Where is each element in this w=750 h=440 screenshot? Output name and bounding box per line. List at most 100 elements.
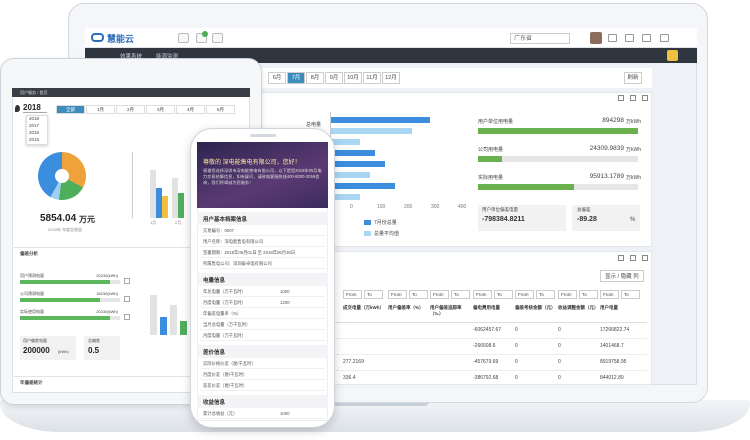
- year-option[interactable]: 2015: [29, 137, 40, 142]
- filter-from[interactable]: From: [343, 290, 362, 299]
- month-tab[interactable]: 1月: [86, 105, 115, 114]
- table-cell: 8919758.95: [600, 359, 627, 365]
- header-icon: [642, 34, 651, 42]
- filter-from[interactable]: From: [558, 290, 577, 299]
- logo-icon: [91, 33, 104, 42]
- month-tab[interactable]: 6月: [268, 72, 286, 84]
- legend-label: 总量平均值: [374, 231, 400, 237]
- header-icon: [625, 34, 634, 42]
- toggle-columns[interactable]: 显示 / 隐藏 列: [600, 270, 644, 282]
- metric-value: 24309.9839: [589, 145, 624, 152]
- table-cell: 277.2169: [343, 359, 364, 365]
- bar-label: 1月: [150, 220, 157, 225]
- filter-to[interactable]: To: [409, 290, 428, 299]
- year-option[interactable]: 2016: [29, 130, 40, 135]
- metric-fill: [478, 128, 638, 134]
- chart-tick: 200: [404, 204, 413, 210]
- filter-to[interactable]: To: [579, 290, 598, 299]
- bar: [150, 170, 156, 218]
- month-tab[interactable]: 12月: [382, 72, 400, 84]
- table-cell: 336.4: [343, 375, 356, 381]
- filter-from[interactable]: From: [600, 290, 619, 299]
- month-tab[interactable]: 10月: [344, 72, 362, 84]
- year-option[interactable]: 2017: [29, 123, 40, 128]
- filter-from[interactable]: From: [388, 290, 407, 299]
- panel-icon: [642, 255, 648, 261]
- row-rule: [200, 257, 325, 258]
- row-rule: [200, 390, 325, 391]
- year-select[interactable]: 2018: [23, 103, 47, 113]
- month-tab[interactable]: 2月: [116, 105, 145, 114]
- month-tab[interactable]: 全部: [56, 105, 85, 114]
- nav-tab[interactable]: 能源监测: [156, 54, 179, 60]
- table-cell: -266608.6: [473, 343, 496, 349]
- row-value: 1000: [280, 289, 290, 294]
- bar: [178, 193, 184, 218]
- row-rule: [200, 235, 325, 236]
- row-label: 年偏差电量率（%）: [203, 311, 242, 316]
- chart-tick: 0: [350, 204, 353, 210]
- row-label: 所属售电公司：深圳泰卓电有限公司: [203, 261, 272, 266]
- row-label: 签署期限：2018年05月01日 至 2018年06月30日: [203, 250, 296, 255]
- row-rule: [200, 268, 325, 269]
- laptop-notch: [320, 400, 430, 406]
- month-tab[interactable]: 8月: [306, 72, 324, 84]
- bar: [172, 178, 178, 218]
- chart-bar: [330, 139, 360, 145]
- month-tab[interactable]: 5月: [206, 105, 235, 114]
- section-title: 年偏差统计: [20, 380, 43, 385]
- nav-tab[interactable]: 效果系统: [120, 54, 143, 60]
- row-rule: [262, 354, 647, 355]
- table-cell: 0: [558, 375, 561, 381]
- progress-value: 18230(kWh): [96, 291, 118, 296]
- progress-label: 公司预测电量: [20, 291, 44, 296]
- row-label: 实际价格价差（厘/千瓦时）: [203, 361, 256, 366]
- month-tab[interactable]: 9月: [325, 72, 343, 84]
- table-cell: 0: [515, 375, 518, 381]
- metric-track: [478, 156, 638, 162]
- row-label: 差差价差（厘/千瓦时）: [203, 383, 248, 388]
- total-unit: %: [630, 217, 636, 223]
- table-header: 偏差考核金额（元）: [515, 305, 556, 310]
- month-tab[interactable]: 4月: [176, 105, 205, 114]
- deviation-box: [478, 205, 566, 231]
- bar: [156, 188, 162, 218]
- section-bg: [197, 273, 328, 286]
- month-tab[interactable]: 7月: [287, 72, 305, 84]
- progress-label: 实际使用电量: [20, 309, 44, 314]
- filter-to[interactable]: To: [494, 290, 513, 299]
- filter-to[interactable]: To: [621, 290, 640, 299]
- chart-bar: [330, 128, 412, 134]
- row-rule: [262, 386, 647, 387]
- section-title: 电量信息: [203, 278, 226, 284]
- metric-fill: [478, 184, 574, 190]
- month-tab[interactable]: 11月: [363, 72, 381, 84]
- table-cell: 0: [515, 359, 518, 365]
- year-option[interactable]: 2018: [29, 116, 40, 121]
- bar-axis: [132, 152, 133, 218]
- section-title: 收益信息: [203, 400, 226, 406]
- filter-from[interactable]: From: [430, 290, 449, 299]
- row-rule: [262, 370, 647, 371]
- legend-swatch: [364, 220, 371, 225]
- region-select[interactable]: 广东省: [510, 33, 570, 44]
- table-header: 用户偏差率（%）: [388, 305, 424, 310]
- metric-label: 公司用电量: [478, 147, 504, 153]
- filter-to[interactable]: To: [451, 290, 470, 299]
- filter-from[interactable]: From: [515, 290, 534, 299]
- refresh-button[interactable]: 刷新: [624, 72, 642, 84]
- filter-from[interactable]: From: [473, 290, 492, 299]
- avatar: [590, 32, 602, 44]
- progress-fill: [20, 280, 110, 284]
- progress-label: 用户预测电量: [20, 273, 44, 278]
- section-bg: [197, 395, 328, 408]
- metric-value: 95913.1789: [589, 173, 624, 180]
- table-cell: 1401468.7: [600, 343, 624, 349]
- filter-to[interactable]: To: [364, 290, 383, 299]
- tablet-topbar: [12, 88, 250, 97]
- table-cell: 0: [558, 343, 561, 349]
- filter-to[interactable]: To: [536, 290, 555, 299]
- legend-label: 7月份总量: [374, 220, 397, 226]
- month-tab[interactable]: 3月: [146, 105, 175, 114]
